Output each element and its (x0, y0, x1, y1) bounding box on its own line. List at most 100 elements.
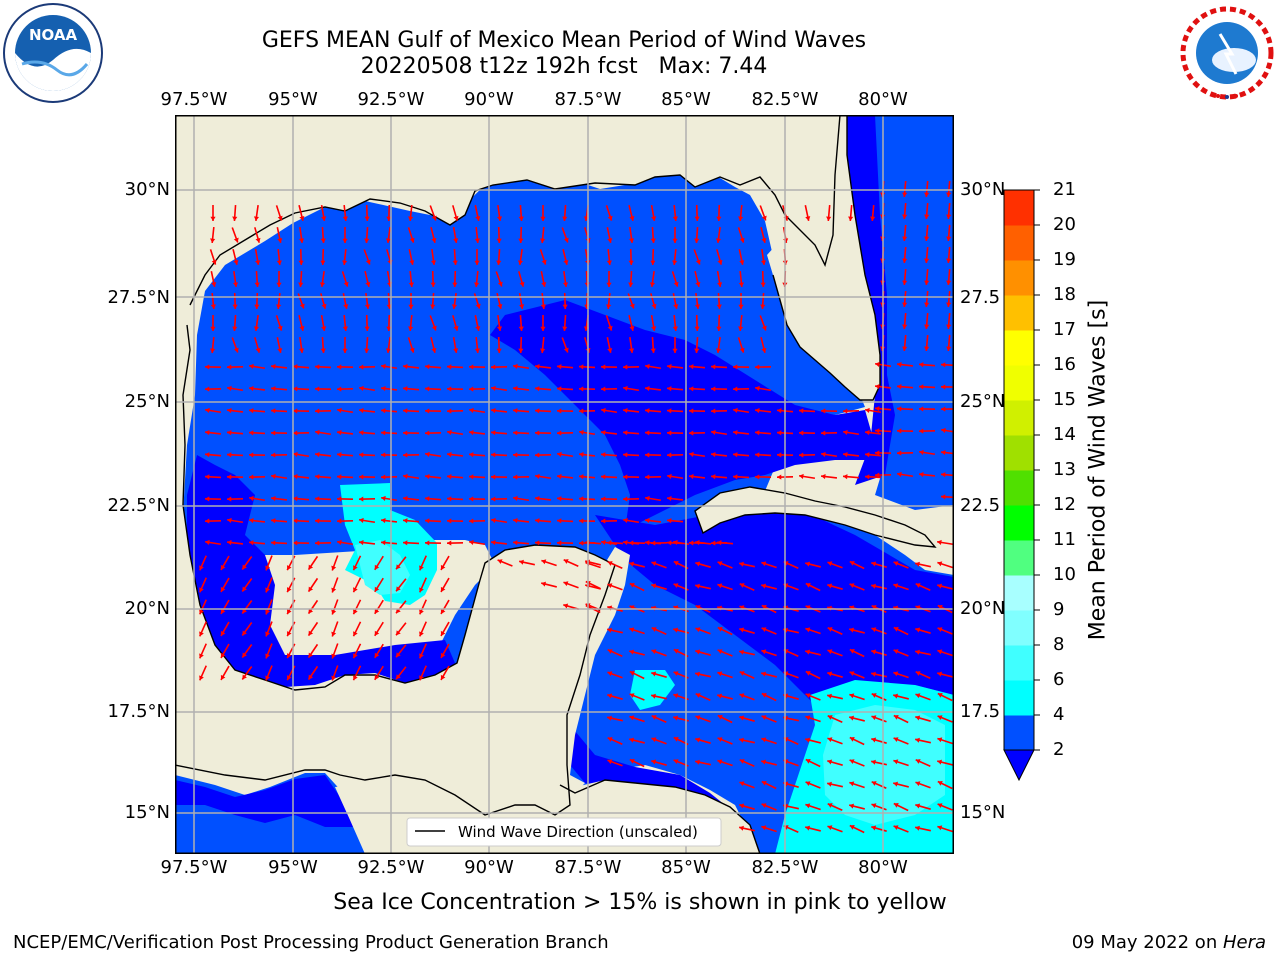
wind-wave-arrowhead (937, 605, 943, 610)
wind-wave-arrowhead (447, 429, 452, 435)
wind-wave-arrowhead (308, 674, 314, 680)
wind-wave-arrowhead (563, 347, 569, 353)
wind-wave-arrowhead (205, 407, 210, 413)
wind-wave-arrowhead (447, 386, 452, 392)
wind-wave-arrowhead (286, 653, 292, 659)
wind-wave-arrowhead (629, 215, 635, 221)
wind-wave-arrowhead (562, 282, 569, 287)
wind-wave-arrowhead (607, 561, 613, 566)
wind-wave-arrowhead (233, 237, 239, 243)
wind-wave-arrowhead (364, 348, 370, 353)
wind-wave-arrowhead (849, 737, 855, 742)
wind-wave-arrowhead (849, 715, 855, 721)
wind-wave-arrowhead (227, 364, 232, 370)
wind-wave-arrowhead (897, 450, 902, 456)
wind-wave-arrowhead (220, 608, 226, 614)
wind-wave-arrowhead (946, 192, 952, 197)
wind-wave-arrowhead (579, 408, 584, 414)
wind-wave-arrowhead (821, 408, 826, 414)
footer-host: Hera (1222, 932, 1266, 953)
wind-wave-arrowhead (249, 430, 254, 436)
map-frame (175, 115, 954, 854)
wind-wave-arrowhead (601, 518, 606, 524)
wind-wave-arrowhead (299, 215, 305, 221)
wind-wave-arrowhead (271, 495, 276, 502)
wind-wave-arrowhead (849, 671, 855, 676)
wind-wave-arrowhead (513, 474, 518, 480)
wind-wave-arrowhead (919, 471, 924, 478)
wind-wave-arrowhead (374, 564, 380, 570)
wind-wave-arrowhead (651, 627, 657, 632)
wind-wave-arrowhead (761, 325, 767, 331)
wind-wave-arrowhead (440, 674, 446, 680)
wind-wave-arrowhead (396, 630, 401, 636)
wind-wave-arrowhead (897, 384, 902, 390)
wind-wave-arrowhead (755, 474, 760, 480)
wind-wave-arrowhead (871, 649, 877, 655)
colorbar-tick-label: 12 (1053, 494, 1076, 515)
wind-wave-arrowhead (403, 363, 408, 370)
colorbar-segment (1004, 645, 1034, 681)
wind-wave-arrowhead (805, 583, 811, 588)
wind-wave-arrowhead (897, 471, 902, 477)
wind-wave-arrowhead (469, 496, 474, 502)
wind-wave-arrowhead (733, 452, 738, 458)
wind-wave-arrowhead (799, 452, 804, 458)
wind-wave-arrowhead (579, 496, 584, 502)
wind-wave-arrowhead (601, 386, 606, 392)
wind-wave-arrowhead (381, 495, 386, 501)
wind-wave-arrowhead (937, 781, 943, 786)
wind-wave-arrowhead (606, 282, 612, 287)
wind-wave-arrowhead (805, 737, 811, 743)
lat-label-left: 25°N (124, 391, 170, 412)
wind-wave-arrowhead (562, 216, 568, 221)
wind-wave-arrowhead (946, 258, 952, 263)
colorbar-tick-label: 19 (1053, 249, 1076, 270)
lon-label-bottom: 97.5°W (160, 857, 228, 878)
wind-wave-arrowhead (629, 715, 635, 721)
map-panel: Wind Wave Direction (unscaled) (175, 115, 954, 854)
lat-label-left: 15°N (124, 802, 170, 823)
colorbar-tick-label: 17 (1053, 319, 1076, 340)
wind-wave-arrowhead (915, 583, 921, 588)
wind-wave-arrowhead (293, 386, 298, 392)
chart-subtitle: 20220508 t12z 192h fcst Max: 7.44 (360, 54, 768, 79)
wind-wave-arrowhead (645, 474, 650, 480)
wind-wave-arrowhead (242, 586, 247, 592)
wind-wave-arrowhead (249, 517, 254, 524)
wind-wave-arrowhead (827, 825, 833, 831)
wind-wave-arrowhead (607, 737, 613, 742)
wind-wave-arrowhead (535, 363, 540, 370)
wind-wave-arrowhead (496, 260, 502, 265)
wind-wave-arrowhead (915, 649, 920, 655)
wind-wave-arrowhead (717, 759, 723, 765)
lon-label-top: 95°W (268, 89, 318, 110)
wind-wave-arrowhead (937, 539, 942, 545)
wind-wave-arrowhead (518, 348, 524, 353)
wind-wave-arrowhead (941, 427, 946, 433)
wind-wave-arrowhead (425, 473, 430, 480)
wind-wave-arrowhead (227, 385, 232, 391)
colorbar-tick-label: 8 (1053, 634, 1065, 655)
wind-wave-arrowhead (562, 326, 568, 331)
wind-wave-arrowhead (902, 346, 908, 351)
wind-wave-arrowhead (667, 473, 672, 479)
wind-wave-arrowhead (871, 737, 877, 743)
wind-wave-arrowhead (315, 496, 320, 502)
wind-wave-arrowhead (199, 653, 204, 659)
footer-credit: NCEP/EMC/Verification Post Processing Pr… (13, 932, 609, 953)
colorbar-segment (1004, 575, 1034, 611)
wind-wave-arrowhead (519, 304, 525, 309)
wind-wave-arrowhead (827, 671, 833, 677)
wind-wave-arrowhead (342, 348, 348, 353)
wind-wave-arrowhead (308, 586, 314, 592)
wind-wave-arrowhead (403, 473, 408, 479)
wind-wave-arrowhead (827, 583, 833, 589)
colorbar-tick-label: 11 (1053, 529, 1076, 550)
colorbar-ticks: 2 4 6 8 9 10 11 12 13 14 15 16 17 18 19 20 21 (1044, 178, 1084, 778)
wind-wave-arrowhead (695, 583, 700, 589)
wind-wave-arrowhead (513, 540, 518, 546)
wind-wave-arrowhead (359, 496, 364, 502)
wind-wave-arrowhead (535, 386, 540, 392)
wind-wave-arrowhead (320, 260, 326, 265)
